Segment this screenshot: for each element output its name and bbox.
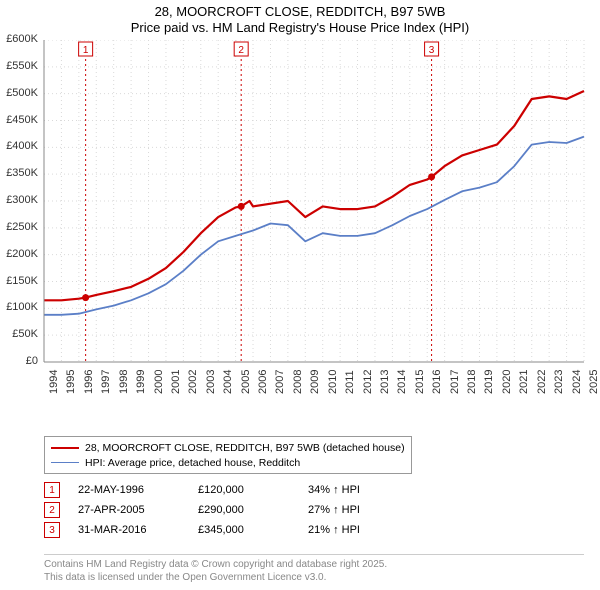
y-tick-label: £450K xyxy=(4,114,38,126)
x-tick-label: 2003 xyxy=(205,370,217,394)
legend-swatch xyxy=(51,462,79,463)
chart-svg: 1 2 3 xyxy=(0,40,600,400)
legend-label: HPI: Average price, detached house, Redd… xyxy=(85,457,300,469)
x-tick-label: 2015 xyxy=(414,370,426,394)
event-delta: 34% ↑ HPI xyxy=(308,484,418,496)
x-tick-label: 1996 xyxy=(83,370,95,394)
x-tick-label: 2007 xyxy=(274,370,286,394)
x-tick-label: 2011 xyxy=(344,370,356,394)
event-marker-number: 1 xyxy=(83,45,89,56)
x-tick-label: 2001 xyxy=(170,370,182,394)
x-tick-label: 2025 xyxy=(588,370,600,394)
x-tick-label: 2024 xyxy=(571,370,583,394)
x-tick-label: 2006 xyxy=(257,370,269,394)
footer-line1: Contains HM Land Registry data © Crown c… xyxy=(44,559,584,572)
y-tick-label: £300K xyxy=(4,194,38,206)
y-tick-label: £50K xyxy=(4,328,38,340)
x-tick-label: 1998 xyxy=(118,370,130,394)
y-tick-label: £500K xyxy=(4,87,38,99)
y-tick-label: £100K xyxy=(4,301,38,313)
series-subject_property xyxy=(44,91,584,300)
y-tick-label: £0 xyxy=(4,355,38,367)
legend-swatch xyxy=(51,447,79,449)
x-tick-label: 1999 xyxy=(135,370,147,394)
legend-row: 28, MOORCROFT CLOSE, REDDITCH, B97 5WB (… xyxy=(51,440,405,455)
legend-label: 28, MOORCROFT CLOSE, REDDITCH, B97 5WB (… xyxy=(85,442,405,454)
x-tick-label: 2016 xyxy=(431,370,443,394)
y-tick-label: £350K xyxy=(4,167,38,179)
event-delta: 21% ↑ HPI xyxy=(308,524,418,536)
footer-line2: This data is licensed under the Open Gov… xyxy=(44,572,584,585)
y-tick-label: £250K xyxy=(4,221,38,233)
x-tick-label: 2013 xyxy=(379,370,391,394)
x-tick-label: 2017 xyxy=(449,370,461,394)
event-row: 2 27-APR-2005£290,00027% ↑ HPI xyxy=(44,500,418,520)
x-tick-label: 2009 xyxy=(309,370,321,394)
chart-title-line2: Price paid vs. HM Land Registry's House … xyxy=(0,20,600,36)
x-tick-label: 2002 xyxy=(187,370,199,394)
x-tick-label: 2021 xyxy=(518,370,530,394)
event-price: £290,000 xyxy=(198,504,308,516)
y-tick-label: £150K xyxy=(4,275,38,287)
chart-area: 1 2 3 £0 £50K £100K £150K £200K £250K £300K £350K… xyxy=(0,40,600,400)
x-tick-label: 2010 xyxy=(327,370,339,394)
x-tick-label: 2022 xyxy=(536,370,548,394)
x-tick-label: 2004 xyxy=(222,370,234,394)
event-number-box: 3 xyxy=(44,522,60,538)
chart-title-block: 28, MOORCROFT CLOSE, REDDITCH, B97 5WB P… xyxy=(0,0,600,37)
attribution-footer: Contains HM Land Registry data © Crown c… xyxy=(44,554,584,584)
x-tick-label: 1995 xyxy=(65,370,77,394)
event-marker-number: 2 xyxy=(238,45,244,56)
event-date: 27-APR-2005 xyxy=(78,504,198,516)
event-date: 22-MAY-1996 xyxy=(78,484,198,496)
chart-title-line1: 28, MOORCROFT CLOSE, REDDITCH, B97 5WB xyxy=(0,4,600,20)
page-container: 28, MOORCROFT CLOSE, REDDITCH, B97 5WB P… xyxy=(0,0,600,590)
event-delta: 27% ↑ HPI xyxy=(308,504,418,516)
x-tick-label: 2018 xyxy=(466,370,478,394)
series-marker xyxy=(238,203,245,210)
events-table: 1 22-MAY-1996£120,00034% ↑ HPI 2 27-APR-200… xyxy=(44,480,418,540)
legend-row: HPI: Average price, detached house, Redd… xyxy=(51,455,405,470)
event-number-box: 1 xyxy=(44,482,60,498)
event-price: £120,000 xyxy=(198,484,308,496)
event-price: £345,000 xyxy=(198,524,308,536)
x-tick-label: 2008 xyxy=(292,370,304,394)
series-marker xyxy=(428,173,435,180)
y-tick-label: £600K xyxy=(4,33,38,45)
x-tick-label: 2020 xyxy=(501,370,513,394)
event-row: 1 22-MAY-1996£120,00034% ↑ HPI xyxy=(44,480,418,500)
x-tick-label: 1994 xyxy=(48,370,60,394)
event-date: 31-MAR-2016 xyxy=(78,524,198,536)
x-tick-label: 1997 xyxy=(100,370,112,394)
series-marker xyxy=(82,294,89,301)
event-marker-number: 3 xyxy=(429,45,435,56)
y-tick-label: £550K xyxy=(4,60,38,72)
legend: 28, MOORCROFT CLOSE, REDDITCH, B97 5WB (… xyxy=(44,436,412,474)
x-tick-label: 2019 xyxy=(483,370,495,394)
y-tick-label: £400K xyxy=(4,140,38,152)
event-row: 3 31-MAR-2016£345,00021% ↑ HPI xyxy=(44,520,418,540)
x-tick-label: 2000 xyxy=(153,370,165,394)
event-number-box: 2 xyxy=(44,502,60,518)
x-tick-label: 2023 xyxy=(553,370,565,394)
x-tick-label: 2012 xyxy=(362,370,374,394)
x-tick-label: 2014 xyxy=(396,370,408,394)
x-tick-label: 2005 xyxy=(240,370,252,394)
y-tick-label: £200K xyxy=(4,248,38,260)
